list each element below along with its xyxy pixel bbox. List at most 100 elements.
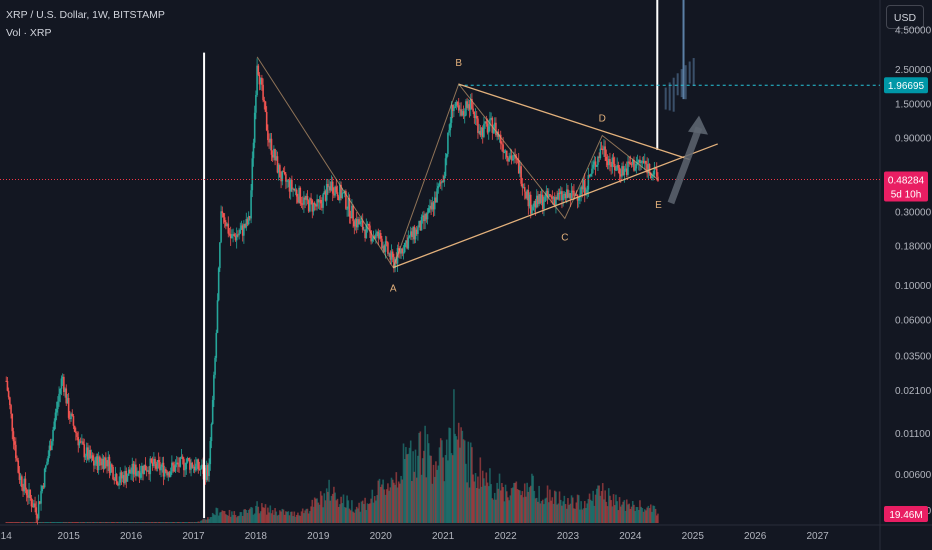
candle-body: [580, 186, 582, 195]
volume-bar: [324, 500, 327, 523]
volume-bar: [623, 500, 626, 523]
volume-bar: [208, 519, 210, 523]
candle-body: [301, 203, 304, 205]
candle-body: [34, 503, 36, 508]
candle-body: [441, 180, 443, 183]
volume-bar: [307, 513, 310, 523]
volume-bar: [366, 503, 369, 523]
volume-bar: [401, 479, 404, 523]
volume-bar: [383, 489, 386, 523]
volume-bar: [466, 482, 468, 523]
volume-bar: [541, 499, 544, 523]
candle-body: [553, 197, 556, 206]
candle-body: [81, 441, 83, 443]
candle-body: [93, 460, 95, 466]
candle-body: [238, 233, 240, 236]
candle-body: [282, 171, 285, 173]
candle-body: [489, 118, 491, 127]
volume-bar: [603, 499, 605, 523]
candle-body: [427, 208, 430, 213]
volume-bar: [581, 509, 584, 523]
volume-bar: [429, 455, 431, 523]
candle-body: [353, 221, 356, 227]
candle-body: [549, 193, 551, 196]
volume-bar: [125, 522, 128, 523]
candle-body: [480, 127, 483, 136]
volume-bar: [155, 522, 158, 523]
candle-body: [202, 464, 204, 474]
candle-body: [136, 472, 138, 476]
candle-body: [420, 216, 423, 231]
candle-body: [270, 138, 273, 155]
candle-body: [258, 74, 261, 85]
candle-body: [517, 160, 520, 174]
candle-body: [216, 300, 219, 333]
candle-body: [193, 466, 196, 471]
volume-bar: [510, 488, 513, 523]
volume-bar: [420, 474, 423, 523]
volume-bar: [354, 509, 357, 523]
volume-bar: [552, 503, 555, 523]
candle-body: [547, 193, 550, 198]
volume-bar: [5, 522, 8, 523]
candle-body: [646, 164, 648, 174]
candle-body: [491, 117, 494, 133]
wave-label-a: A: [390, 283, 397, 294]
candle-body: [457, 105, 460, 111]
volume-bar: [137, 522, 140, 523]
candle-body: [426, 212, 429, 220]
volume-bar: [232, 515, 234, 523]
volume-bar: [612, 494, 615, 523]
candle-body: [639, 159, 641, 163]
candle-body: [430, 205, 432, 210]
candle-body: [251, 158, 254, 191]
candle-body: [88, 450, 90, 460]
volume-bar: [103, 522, 106, 523]
candle-body: [183, 458, 185, 471]
candle-body: [414, 229, 417, 240]
candle-body: [432, 202, 435, 210]
volume-bar: [399, 483, 401, 523]
candle-body: [385, 241, 388, 243]
volume-bar: [585, 507, 587, 523]
volume-bar: [279, 510, 281, 523]
volume-bar: [348, 508, 351, 523]
volume-bar: [297, 512, 299, 523]
candle-body: [247, 216, 250, 225]
volume-bar: [29, 522, 32, 523]
candle-body: [412, 226, 414, 237]
volume-indicator-label[interactable]: Vol · XRP: [6, 27, 52, 39]
volume-bar: [225, 514, 227, 523]
volume-bar: [306, 508, 309, 523]
price-tick-label: 0.03500: [895, 352, 932, 363]
candle-body: [525, 191, 527, 199]
volume-bar: [571, 497, 574, 523]
candle-body: [370, 230, 372, 242]
candle-body: [294, 189, 297, 191]
candle-body: [469, 98, 472, 110]
volume-bar: [243, 509, 245, 523]
candle-body: [329, 186, 332, 191]
volume-bar: [115, 522, 118, 523]
price-tick-label: 0.06000: [895, 315, 932, 326]
candle-body: [6, 381, 9, 391]
volume-bar: [31, 522, 34, 523]
volume-bar: [652, 505, 654, 523]
volume-bar: [270, 513, 273, 523]
price-tick-label: 0.00600: [895, 470, 932, 481]
candle-body: [53, 421, 56, 430]
candle-body: [79, 441, 82, 443]
candle-body: [70, 413, 72, 420]
volume-bar: [503, 501, 506, 523]
currency-button[interactable]: USD: [886, 5, 924, 29]
volume-bar: [135, 522, 137, 523]
candle-body: [240, 225, 243, 230]
candle-body: [16, 458, 18, 461]
candle-body: [305, 196, 308, 200]
candle-body: [383, 245, 386, 252]
volume-bar: [511, 487, 514, 523]
candle-body: [593, 161, 596, 165]
volume-bar: [431, 483, 434, 523]
candle-body: [129, 469, 131, 474]
